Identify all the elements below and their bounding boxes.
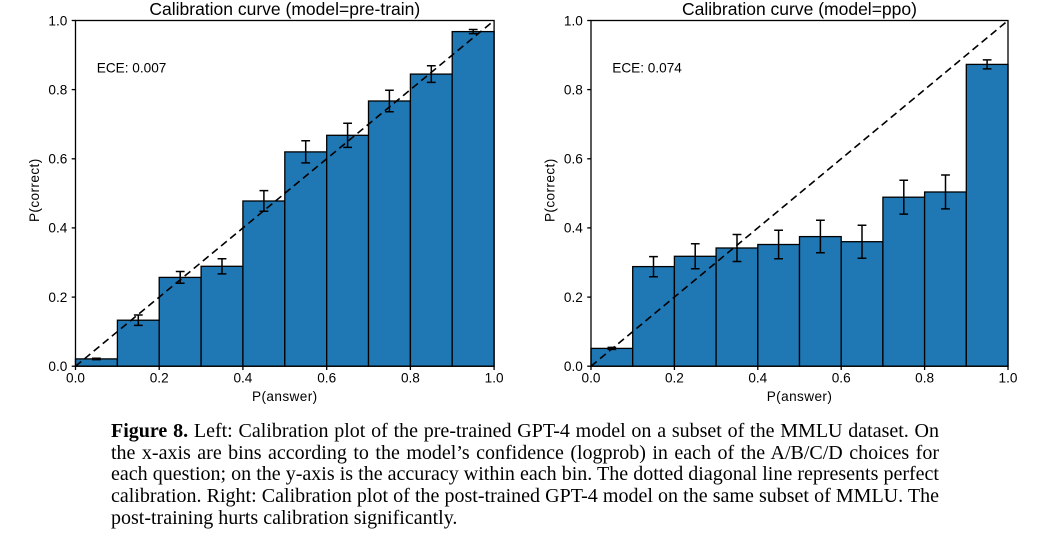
svg-text:0.2: 0.2 (150, 371, 169, 386)
svg-text:ECE: 0.007: ECE: 0.007 (97, 61, 167, 76)
svg-text:0.4: 0.4 (564, 221, 583, 236)
svg-text:0.6: 0.6 (832, 371, 851, 386)
svg-text:P(answer): P(answer) (767, 389, 833, 404)
svg-text:0.4: 0.4 (48, 221, 67, 236)
svg-text:Calibration curve (model=ppo): Calibration curve (model=ppo) (682, 0, 917, 19)
svg-text:0.4: 0.4 (748, 371, 767, 386)
svg-text:0.6: 0.6 (317, 371, 336, 386)
svg-text:1.0: 1.0 (999, 371, 1018, 386)
svg-text:0.8: 0.8 (564, 82, 583, 97)
svg-text:Calibration curve (model=pre-t: Calibration curve (model=pre-train) (149, 0, 420, 19)
svg-text:P(correct): P(correct) (543, 158, 558, 222)
svg-text:1.0: 1.0 (48, 13, 67, 28)
svg-text:1.0: 1.0 (564, 13, 583, 28)
svg-text:0.0: 0.0 (564, 359, 583, 374)
svg-text:P(correct): P(correct) (27, 158, 42, 222)
svg-text:0.8: 0.8 (401, 371, 420, 386)
svg-text:0.6: 0.6 (564, 152, 583, 167)
svg-text:0.2: 0.2 (564, 290, 583, 305)
svg-text:0.2: 0.2 (48, 290, 67, 305)
svg-text:0.8: 0.8 (915, 371, 934, 386)
svg-text:0.4: 0.4 (233, 371, 252, 386)
svg-text:1.0: 1.0 (485, 371, 504, 386)
svg-text:0.2: 0.2 (665, 371, 684, 386)
svg-text:ECE: 0.074: ECE: 0.074 (612, 61, 682, 76)
svg-text:0.0: 0.0 (66, 371, 85, 386)
svg-text:0.6: 0.6 (48, 152, 67, 167)
svg-text:0.0: 0.0 (582, 371, 601, 386)
svg-text:0.0: 0.0 (48, 359, 67, 374)
svg-text:0.8: 0.8 (48, 82, 67, 97)
svg-text:P(answer): P(answer) (252, 389, 318, 404)
